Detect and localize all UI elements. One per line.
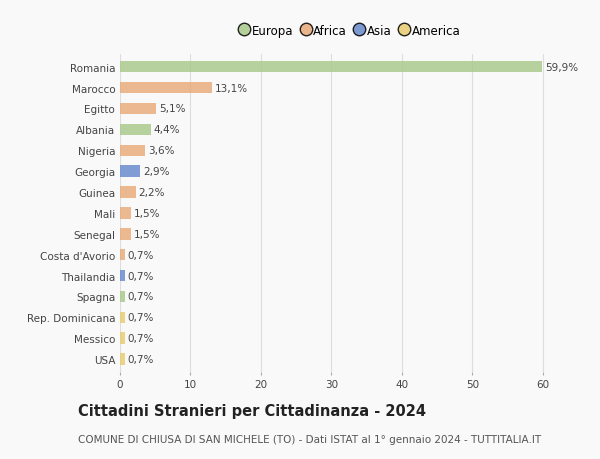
- Bar: [120, 291, 125, 302]
- Bar: [120, 249, 125, 261]
- Text: 59,9%: 59,9%: [545, 62, 578, 73]
- Text: 0,7%: 0,7%: [128, 354, 154, 364]
- Bar: [120, 83, 212, 94]
- Bar: [120, 229, 131, 240]
- Bar: [120, 145, 145, 157]
- Bar: [120, 187, 136, 198]
- Text: 4,4%: 4,4%: [154, 125, 181, 135]
- Text: 13,1%: 13,1%: [215, 84, 248, 94]
- Bar: [120, 104, 156, 115]
- Text: 2,9%: 2,9%: [143, 167, 170, 177]
- Text: 0,7%: 0,7%: [128, 333, 154, 343]
- Bar: [120, 166, 140, 178]
- Text: 0,7%: 0,7%: [128, 292, 154, 302]
- Bar: [120, 270, 125, 282]
- Text: 2,2%: 2,2%: [139, 188, 165, 197]
- Text: Cittadini Stranieri per Cittadinanza - 2024: Cittadini Stranieri per Cittadinanza - 2…: [78, 403, 426, 419]
- Bar: [120, 208, 131, 219]
- Text: 0,7%: 0,7%: [128, 250, 154, 260]
- Text: 1,5%: 1,5%: [133, 208, 160, 218]
- Bar: [120, 312, 125, 323]
- Text: 5,1%: 5,1%: [159, 104, 185, 114]
- Text: 0,7%: 0,7%: [128, 313, 154, 323]
- Bar: [120, 353, 125, 365]
- Bar: [120, 124, 151, 136]
- Text: COMUNE DI CHIUSA DI SAN MICHELE (TO) - Dati ISTAT al 1° gennaio 2024 - TUTTITALI: COMUNE DI CHIUSA DI SAN MICHELE (TO) - D…: [78, 434, 541, 443]
- Text: 1,5%: 1,5%: [133, 230, 160, 239]
- Legend: Europa, Africa, Asia, America: Europa, Africa, Asia, America: [236, 20, 466, 42]
- Bar: [120, 333, 125, 344]
- Text: 3,6%: 3,6%: [148, 146, 175, 156]
- Text: 0,7%: 0,7%: [128, 271, 154, 281]
- Bar: [120, 62, 542, 73]
